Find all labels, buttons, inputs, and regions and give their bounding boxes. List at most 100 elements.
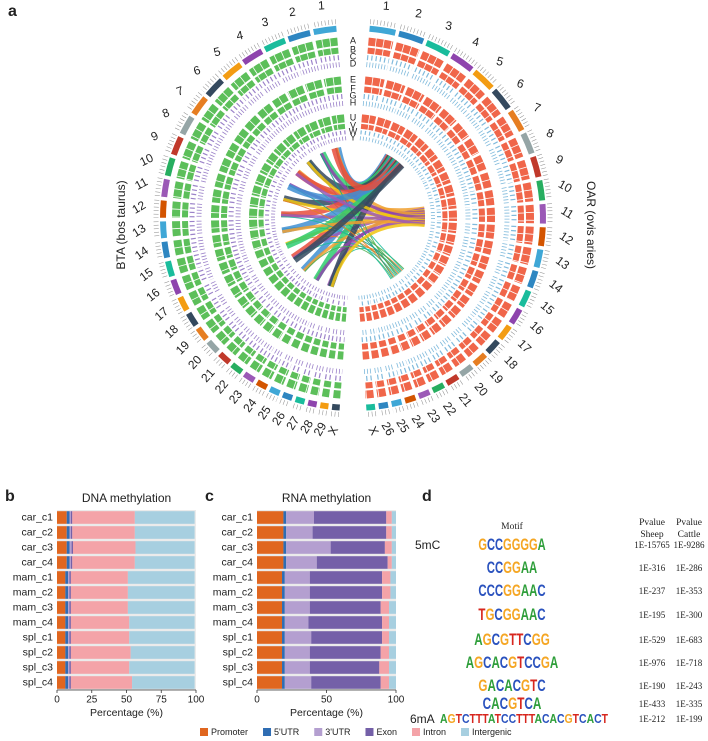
track-heat	[270, 354, 282, 364]
track-bar	[407, 292, 418, 304]
bar-segment	[389, 601, 396, 614]
track-bar	[376, 117, 392, 129]
track-bar	[172, 201, 181, 218]
track-bar	[259, 198, 266, 209]
track-heat	[238, 243, 246, 255]
bar-segment	[282, 676, 285, 689]
track-bar	[331, 114, 345, 125]
track-heat	[281, 316, 291, 325]
bar-segment	[130, 646, 195, 659]
bar-segment	[134, 526, 195, 539]
track-bar	[259, 162, 272, 176]
bar-segment	[68, 646, 70, 659]
y-tick-label: mam_c4	[13, 616, 53, 628]
x-tick-label: 25	[86, 695, 98, 706]
track-heat	[302, 286, 310, 294]
track-heat	[368, 293, 374, 299]
track-bar	[176, 257, 189, 274]
bar-segment	[127, 586, 195, 599]
track-bar	[365, 305, 371, 312]
track-bar	[281, 276, 290, 285]
track-bar	[438, 314, 452, 328]
track-heat	[446, 152, 458, 167]
legend-swatch	[461, 728, 470, 736]
bar-segment	[257, 526, 284, 539]
track-heat	[319, 55, 340, 63]
chromosome-arc	[165, 260, 176, 278]
track-heat	[432, 189, 439, 200]
track-heat	[375, 297, 382, 303]
track-heat	[424, 298, 435, 309]
bar-segment	[309, 571, 383, 584]
track-heat	[422, 258, 431, 267]
track-bar	[266, 360, 279, 371]
chromosome-ticks	[190, 330, 203, 345]
chromosome-ticks	[366, 411, 377, 418]
bar-segment	[257, 661, 283, 674]
track-bar	[399, 340, 411, 352]
track-bar	[434, 355, 448, 367]
track-bar	[419, 154, 431, 167]
bar-segment	[313, 511, 387, 524]
track-bar	[415, 323, 426, 333]
track-heat	[397, 278, 405, 286]
track-heat	[315, 141, 326, 149]
bar-segment	[389, 646, 396, 659]
chromosome-label: X	[325, 424, 341, 438]
track-bar	[182, 141, 197, 161]
track-bar	[325, 86, 343, 95]
bar-segment	[309, 646, 381, 659]
track-bar	[372, 310, 380, 320]
bar-segment	[72, 526, 135, 539]
chromosome-ticks	[305, 406, 316, 414]
track-bar	[418, 105, 436, 120]
bar-segment	[70, 586, 128, 599]
chromosome-arc	[179, 115, 195, 136]
track-heat	[422, 247, 429, 256]
chromosome-arc	[206, 339, 220, 354]
chromosome-label: 21	[198, 365, 218, 385]
bar-segment	[65, 676, 69, 689]
track-heat	[470, 304, 482, 318]
track-bar	[230, 285, 243, 299]
track-heat	[273, 192, 279, 201]
track-bar	[197, 286, 209, 301]
track-bar	[368, 37, 394, 50]
track-bar	[432, 159, 446, 174]
track-bar	[234, 147, 247, 163]
legend-swatch	[365, 728, 374, 736]
track-heat	[221, 119, 236, 136]
track-bar	[446, 346, 460, 359]
track-bar	[254, 249, 265, 260]
track-bar	[514, 266, 527, 285]
bar-segment	[283, 556, 287, 569]
chromosome-label: 17	[515, 336, 535, 356]
track-bar	[291, 41, 314, 56]
track-bar	[463, 78, 485, 100]
track-heat	[416, 351, 428, 361]
track-bar	[186, 255, 196, 271]
track-heat	[323, 334, 331, 341]
bar-segment	[284, 631, 312, 644]
track-bar	[248, 59, 271, 77]
chromosome-arc	[242, 371, 256, 383]
track-bar	[337, 351, 344, 360]
track-heat	[273, 310, 283, 319]
bar-segment	[257, 676, 283, 689]
track-heat	[399, 103, 416, 115]
bar-segment	[387, 556, 392, 569]
chromosome-arc	[366, 403, 376, 411]
track-heat	[316, 365, 325, 372]
track-heat	[238, 331, 250, 343]
track-bar	[335, 312, 341, 322]
track-heat	[284, 354, 295, 363]
track-bar	[375, 380, 385, 388]
track-heat	[396, 367, 407, 376]
track-letter: V	[350, 120, 356, 130]
track-heat	[377, 333, 385, 340]
track-heat	[407, 363, 419, 372]
track-heat	[374, 291, 380, 297]
track-bar	[367, 47, 392, 58]
chromosome-arc	[527, 269, 539, 289]
track-bar	[371, 349, 380, 359]
